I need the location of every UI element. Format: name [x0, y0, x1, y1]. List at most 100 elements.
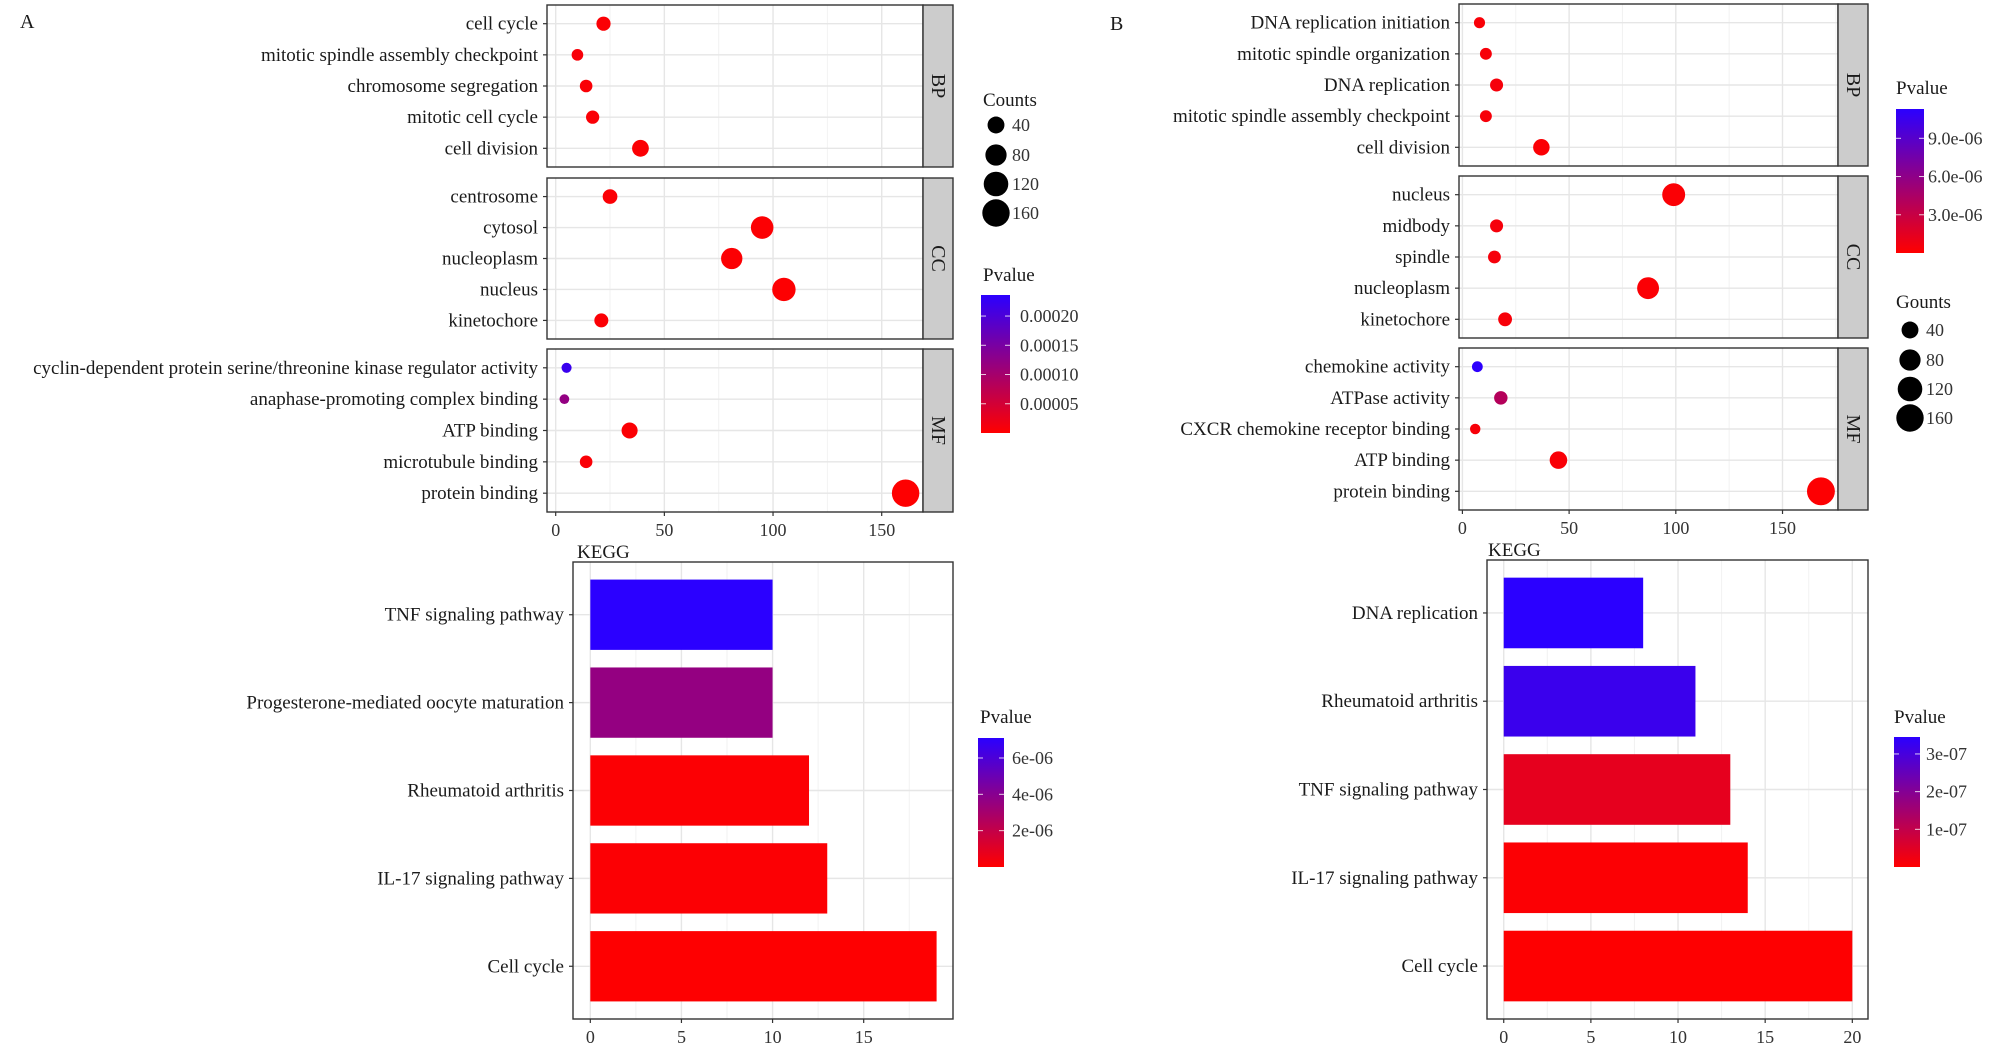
bar	[590, 931, 937, 1002]
term-label: cell division	[1357, 137, 1451, 158]
size-legend-label: 40	[1926, 320, 1944, 340]
x-tick-label: 5	[1586, 1027, 1595, 1046]
data-point	[772, 277, 796, 302]
colorbar-tick-label: 6e-06	[1012, 748, 1053, 768]
term-label: chromosome segregation	[348, 76, 539, 97]
term-label: centrosome	[450, 187, 538, 208]
facet-strip-label: CC	[927, 245, 949, 272]
facet-strip	[922, 348, 954, 513]
bar	[590, 579, 773, 650]
data-point	[579, 79, 593, 93]
data-point	[891, 479, 920, 507]
x-tick-label: 0	[586, 1027, 595, 1046]
data-point	[1494, 391, 1508, 405]
colorbar-tick-label: 0.00005	[1020, 394, 1079, 414]
size-legend-dot	[987, 116, 1005, 134]
term-label: CXCR chemokine receptor binding	[1180, 419, 1450, 440]
bar	[590, 755, 810, 826]
term-label: anaphase-promoting complex binding	[250, 389, 539, 410]
category-label: DNA replication	[1352, 603, 1479, 624]
term-label: ATPase activity	[1330, 388, 1450, 409]
colorbar-tick-label: 2e-07	[1926, 782, 1967, 802]
term-label: cell cycle	[466, 14, 538, 35]
size-legend-label: 160	[1012, 203, 1039, 223]
size-legend-dot	[983, 171, 1009, 197]
category-label: IL-17 signaling pathway	[377, 868, 564, 889]
data-point	[632, 139, 649, 157]
facet-strip	[1837, 3, 1869, 167]
x-tick-label: 15	[1756, 1027, 1774, 1046]
data-point	[1471, 361, 1483, 373]
size-legend-dot	[1899, 349, 1921, 371]
x-tick-label: 0	[1499, 1027, 1508, 1046]
data-point	[561, 362, 572, 373]
data-point	[1662, 183, 1686, 207]
facet-strip-label: MF	[927, 416, 949, 445]
category-label: Rheumatoid arthritis	[407, 781, 564, 802]
term-label: protein binding	[421, 483, 538, 504]
facet-strip	[922, 177, 954, 340]
colorbar-tick-label: 6.0e-06	[1928, 167, 1982, 187]
data-point	[750, 216, 774, 239]
size-legend-label: 160	[1926, 408, 1953, 428]
bar	[1503, 577, 1644, 649]
bar	[1503, 665, 1696, 737]
colorbar	[1896, 109, 1924, 253]
term-label: DNA replication initiation	[1251, 13, 1451, 34]
x-tick-label: 100	[1662, 518, 1689, 538]
term-label: DNA replication	[1324, 75, 1451, 96]
x-tick-label: 15	[855, 1027, 873, 1046]
term-label: mitotic spindle organization	[1237, 44, 1450, 65]
term-label: mitotic spindle assembly checkpoint	[1173, 106, 1451, 127]
size-legend-label: 80	[1012, 145, 1030, 165]
category-label: TNF signaling pathway	[1299, 780, 1479, 801]
x-tick-label: 0	[551, 520, 560, 540]
term-label: cell division	[445, 138, 539, 159]
term-label: midbody	[1382, 216, 1450, 237]
data-point	[1479, 47, 1492, 60]
term-label: cytosol	[483, 218, 538, 239]
size-legend-title: Gounts	[1896, 292, 1951, 313]
colorbar-tick-label: 3e-07	[1926, 744, 1967, 764]
bar	[590, 843, 828, 914]
size-legend-label: 120	[1012, 174, 1039, 194]
data-point	[596, 16, 611, 31]
x-tick-label: 20	[1843, 1027, 1861, 1046]
category-label: Rheumatoid arthritis	[1321, 691, 1478, 712]
colorbar-tick-label: 1e-07	[1926, 819, 1967, 839]
x-tick-label: 50	[1560, 518, 1578, 538]
x-tick-label: 150	[1769, 518, 1796, 538]
size-legend-dot	[982, 199, 1010, 227]
term-label: cyclin-dependent protein serine/threonin…	[33, 358, 538, 379]
term-label: spindle	[1395, 247, 1450, 268]
term-label: nucleoplasm	[442, 249, 538, 270]
facet-strip-label: BP	[1842, 73, 1864, 97]
data-point	[1488, 250, 1501, 264]
colorbar-tick-label: 9.0e-06	[1928, 128, 1982, 148]
facet-strip-label: CC	[1842, 244, 1864, 271]
facet-strip	[922, 4, 954, 168]
category-label: TNF signaling pathway	[385, 605, 565, 626]
colorbar-title: Pvalue	[1894, 707, 1946, 728]
panel-letter-a: A	[20, 11, 35, 33]
data-point	[1533, 139, 1550, 156]
size-legend-label: 120	[1926, 379, 1953, 399]
x-tick-label: 150	[868, 520, 895, 540]
colorbar-tick-label: 3.0e-06	[1928, 205, 1982, 225]
term-label: microtubule binding	[383, 452, 538, 473]
kegg-title: KEGG	[1488, 540, 1541, 561]
size-legend-label: 80	[1926, 350, 1944, 370]
colorbar	[1894, 737, 1920, 867]
colorbar-title: Pvalue	[1896, 78, 1948, 99]
data-point	[579, 455, 593, 469]
data-point	[559, 394, 570, 405]
category-label: IL-17 signaling pathway	[1291, 868, 1478, 889]
size-legend-dot	[1897, 376, 1923, 402]
category-label: Progesterone-mediated oocyte maturation	[246, 693, 564, 714]
data-point	[721, 247, 743, 270]
colorbar	[978, 738, 1004, 867]
x-tick-label: 5	[677, 1027, 686, 1046]
facet-strip	[1837, 347, 1869, 511]
data-point	[1498, 312, 1513, 327]
colorbar-title: Pvalue	[983, 265, 1035, 286]
